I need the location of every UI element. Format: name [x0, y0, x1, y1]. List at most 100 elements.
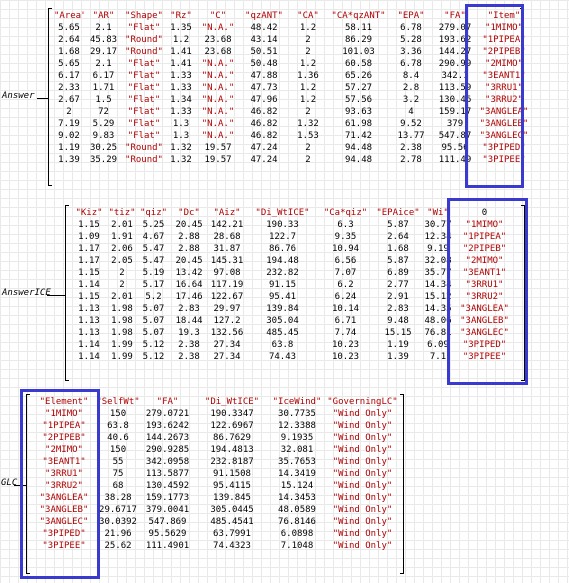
- column-header: "CA*qzANT": [331, 11, 386, 21]
- matrix-cell: 1.14: [78, 352, 100, 362]
- matrix-cell: 2.01: [111, 292, 133, 302]
- matrix-cell: 1.33: [170, 71, 192, 81]
- matrix-cell: "3PIPED": [462, 340, 507, 350]
- matrix-cell: 232.82: [266, 268, 299, 278]
- matrix-cell: 2.8: [402, 83, 420, 93]
- matrix-cell: 1.14: [78, 340, 100, 350]
- matrix-cell: 7.1: [429, 352, 447, 362]
- matrix-cell: 6.78: [400, 59, 422, 69]
- column-header: "qiz": [139, 208, 168, 218]
- matrix-cell: 7.1048: [280, 541, 314, 551]
- answerice-grid: "Kiz" "tiz" "qiz" "Dc" "Aiz" "Di_WtICE" "Ca*qi…: [71, 207, 517, 363]
- matrix-cell: 150: [109, 409, 127, 419]
- matrix-cell: 547.87: [438, 131, 472, 141]
- matrix-cell: 1.2: [172, 35, 190, 45]
- matrix-cell: 48.06: [424, 316, 452, 326]
- matrix-cell: 305.04: [266, 316, 299, 326]
- matrix-cell: 46.82: [250, 131, 278, 141]
- matrix-cell: "2PIPEB": [482, 47, 526, 57]
- matrix-cell: "3RRU2": [465, 292, 504, 302]
- matrix-cell: 159.17: [438, 107, 472, 117]
- matrix-cell: 547.869: [148, 517, 187, 527]
- matrix-cell: 28.68: [213, 232, 241, 242]
- matrix-cell: 6.17: [92, 71, 115, 81]
- matrix-cell: 1.2: [299, 59, 317, 69]
- matrix-cell: 9.35: [334, 232, 357, 242]
- glc-element-column-highlight: [20, 389, 100, 579]
- matrix-cell: 32.081: [280, 445, 314, 455]
- matrix-cell: 2.38: [400, 143, 422, 153]
- matrix-cell: "Flat": [127, 107, 161, 117]
- matrix-cell: 86.29: [344, 35, 373, 45]
- matrix-cell: "Flat": [127, 95, 161, 105]
- matrix-cell: 65.26: [344, 71, 373, 81]
- matrix-cell: 139.845: [213, 493, 251, 503]
- glc-grid: "Element" "SelfWt" "FA" "Di_WtICE" "IceWind"…: [32, 396, 400, 552]
- matrix-cell: "N.A.": [201, 95, 235, 105]
- matrix-cell: 6.3: [337, 220, 354, 230]
- column-header: "C": [209, 11, 227, 21]
- matrix-cell: 74.43: [268, 352, 297, 362]
- matrix-cell: 40.6: [107, 433, 129, 443]
- left-bracket: [26, 394, 30, 574]
- matrix-cell: 1.32: [170, 143, 192, 153]
- matrix-cell: "2MIMO": [465, 256, 504, 266]
- matrix-cell: 30.77: [424, 220, 452, 230]
- matrix-cell: 35.7653: [278, 457, 316, 467]
- matrix-cell: 1.2: [299, 23, 317, 33]
- matrix-cell: 1.3: [172, 131, 190, 141]
- column-header: "AR": [92, 11, 115, 21]
- matrix-cell: 5.12: [142, 352, 165, 362]
- column-header: "Di_WtICE": [204, 397, 260, 407]
- matrix-cell: 68: [112, 481, 124, 491]
- matrix-cell: 1.71: [92, 83, 115, 93]
- column-header: "Aiz": [213, 208, 241, 218]
- matrix-cell: "Flat": [127, 131, 161, 141]
- matrix-cell: 6.71: [334, 316, 357, 326]
- matrix-cell: 2: [305, 35, 311, 45]
- matrix-cell: 38.28: [104, 493, 132, 503]
- column-header: "Area": [54, 11, 84, 21]
- matrix-cell: 2.83: [178, 304, 200, 314]
- matrix-cell: "Wind Only": [332, 505, 393, 515]
- matrix-cell: 3.36: [400, 47, 422, 57]
- matrix-cell: 5.87: [387, 256, 409, 266]
- matrix-cell: 2: [119, 268, 125, 278]
- matrix-cell: 95.41: [268, 292, 297, 302]
- matrix-cell: 2.1: [95, 23, 112, 33]
- matrix-cell: 95.4115: [213, 481, 251, 491]
- matrix-cell: "3EANT1": [482, 71, 526, 81]
- matrix-cell: 6.17: [58, 71, 80, 81]
- matrix-cell: 50.48: [250, 59, 278, 69]
- matrix-cell: 97.08: [213, 268, 241, 278]
- matrix-cell: "N.A.": [201, 59, 235, 69]
- matrix-cell: 14.35: [424, 304, 452, 314]
- matrix-cell: 2: [305, 107, 311, 117]
- column-header: "EPA": [397, 11, 425, 21]
- matrix-cell: "2PIPEB": [462, 244, 507, 254]
- matrix-cell: 130.4592: [145, 481, 190, 491]
- column-header: 0: [481, 208, 488, 218]
- matrix-cell: 1.2: [299, 83, 317, 93]
- matrix-cell: 127.2: [213, 316, 241, 326]
- matrix-cell: 2: [305, 47, 311, 57]
- matrix-cell: "Flat": [127, 71, 161, 81]
- matrix-cell: 5.07: [142, 328, 165, 338]
- matrix-cell: "Wind Only": [332, 517, 393, 527]
- matrix-cell: 32.08: [424, 256, 452, 266]
- matrix-cell: 1.36: [297, 71, 319, 81]
- matrix-cell: 1.17: [78, 256, 100, 266]
- matrix-cell: 71.42: [344, 131, 373, 141]
- matrix-cell: 1.41: [170, 47, 192, 57]
- matrix-cell: 194.4813: [210, 445, 254, 455]
- matrix-cell: 74.4323: [213, 541, 251, 551]
- matrix-cell: 1.91: [111, 232, 133, 242]
- matrix-cell: "Wind Only": [332, 469, 393, 479]
- matrix-cell: 111.4901: [145, 541, 190, 551]
- matrix-cell: 19.57: [204, 143, 232, 153]
- matrix-cell: 150: [109, 445, 127, 455]
- matrix-cell: "N.A.": [201, 107, 235, 117]
- matrix-cell: 1.15: [78, 268, 100, 278]
- column-header: "Di_WtICE": [255, 208, 310, 218]
- matrix-cell: 1.33: [170, 107, 192, 117]
